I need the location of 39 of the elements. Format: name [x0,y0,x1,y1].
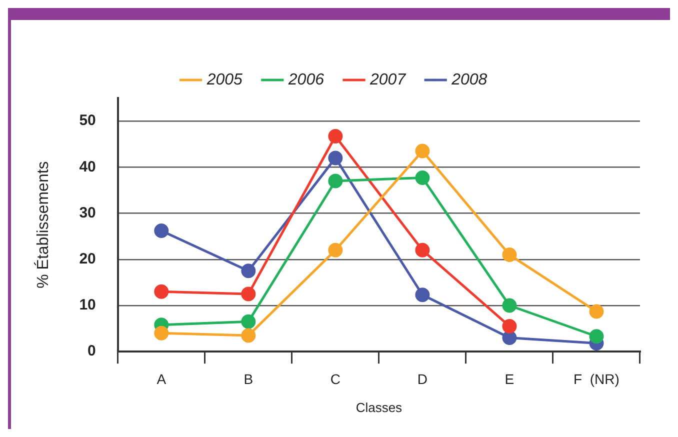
point [154,326,169,340]
point [502,248,517,262]
point [154,284,169,299]
x-tick-label: E [504,370,514,387]
x-axis-title: Classes [356,400,403,415]
point [589,304,604,319]
point [328,150,343,166]
point [241,264,256,278]
legend-label: 2005 [206,71,243,88]
point [589,329,604,344]
point [415,242,430,258]
y-tick-label: 0 [88,342,96,360]
y-tick-label: 40 [79,158,96,176]
point [241,286,256,302]
x-tick-label: C [330,370,340,387]
point [328,174,343,188]
y-tick-label: 10 [79,296,96,314]
point [154,224,169,238]
legend-label: 2006 [287,71,324,88]
y-tick-label: 50 [79,112,96,130]
y-axis-title: % Établissements [34,161,52,288]
point [502,318,517,334]
legend-label: 2007 [369,71,407,88]
point [241,328,256,343]
y-tick-label: 30 [79,204,96,222]
x-tick-label: B [244,370,254,387]
point [328,242,343,258]
point [502,298,517,313]
point [328,129,343,144]
point [241,314,256,329]
point [415,288,430,302]
point [415,144,430,158]
x-tick-label: A [156,370,167,387]
x-tick-label: D [417,370,428,387]
point [502,330,517,346]
point [415,170,430,186]
y-tick-label: 20 [79,250,96,268]
legend-label: 2008 [450,71,488,88]
x-tick-label: F (NR) [574,370,620,387]
